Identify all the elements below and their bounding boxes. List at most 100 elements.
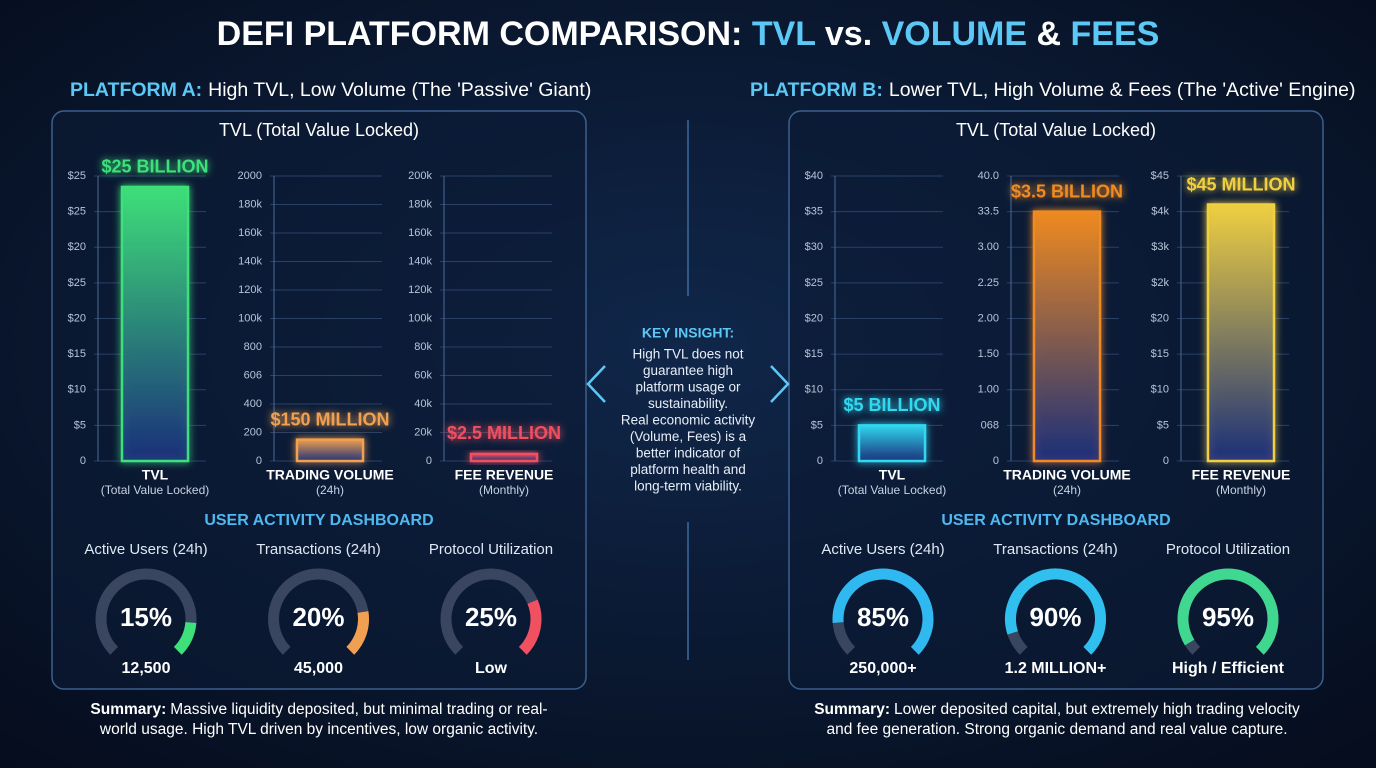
bar-sub: (Total Value Locked) xyxy=(101,483,210,497)
y-tick-label: $25 xyxy=(68,170,86,182)
summary-text: Lower deposited capital, but extremely h… xyxy=(894,701,1300,718)
insight-line: platform usage or xyxy=(635,380,741,395)
bar-name: FEE REVENUE xyxy=(455,467,554,483)
chevron-left xyxy=(586,365,606,403)
bar xyxy=(1206,203,1276,463)
gauge-value: 95% xyxy=(1202,602,1254,632)
y-tick-label: $10 xyxy=(1151,384,1169,396)
gauge-value: 90% xyxy=(1029,602,1081,632)
y-tick-label: 0 xyxy=(80,455,86,467)
y-tick-label: 180k xyxy=(238,198,262,210)
insight-line: (Volume, Fees) is a xyxy=(630,429,747,444)
y-tick-label: $25 xyxy=(805,277,823,289)
y-tick-label: 60k xyxy=(414,369,432,381)
y-tick-label: $2k xyxy=(1151,277,1169,289)
gauge-arc xyxy=(832,568,934,655)
y-tick-label: $10 xyxy=(68,384,86,396)
y-tick-label: 80k xyxy=(414,341,432,353)
gauge-caption: Low xyxy=(475,660,508,677)
summary-label: Summary: xyxy=(90,701,166,718)
y-tick-label: 200 xyxy=(244,426,262,438)
summary: Summary: Massive liquidity deposited, but… xyxy=(90,701,547,718)
bar-value-label: $25 BILLION xyxy=(101,157,208,177)
summary: and fee generation. Strong organic deman… xyxy=(826,721,1287,738)
bar xyxy=(120,185,190,463)
insight-line: platform health and xyxy=(630,462,746,477)
bar-name: TRADING VOLUME xyxy=(1003,467,1131,483)
dashboard-title: USER ACTIVITY DASHBOARD xyxy=(204,512,433,529)
y-tick-label: $40 xyxy=(805,170,823,182)
insight-line: sustainability. xyxy=(648,396,728,411)
y-tick-label: 20k xyxy=(414,426,432,438)
gauge-value: 15% xyxy=(120,602,172,632)
title-part: FEES xyxy=(1071,15,1160,53)
gauge-caption: 45,000 xyxy=(294,660,343,677)
bar-sub: (24h) xyxy=(1053,483,1081,497)
gauge-label: Active Users (24h) xyxy=(84,541,207,558)
insight-line: long-term viability. xyxy=(634,479,742,494)
bar-name: FEE REVENUE xyxy=(1192,467,1291,483)
title-part: & xyxy=(1027,15,1070,53)
y-tick-label: 400 xyxy=(244,398,262,410)
y-tick-label: $20 xyxy=(1151,312,1169,324)
title-part: DEFI PLATFORM COMPARISON: xyxy=(217,15,752,53)
y-tick-label: 160k xyxy=(238,227,262,239)
gauge-label: Protocol Utilization xyxy=(429,541,553,558)
y-tick-label: 1.00 xyxy=(978,384,999,396)
y-tick-label: 800 xyxy=(244,341,262,353)
summary-label: Summary: xyxy=(814,701,890,718)
y-tick-label: 606 xyxy=(244,369,262,381)
y-tick-label: 140k xyxy=(238,255,262,267)
gauge-caption: 12,500 xyxy=(122,660,171,677)
gauge-caption: High / Efficient xyxy=(1172,660,1285,677)
y-tick-label: 180k xyxy=(408,198,432,210)
bar xyxy=(1032,210,1102,463)
y-tick-label: $30 xyxy=(805,241,823,253)
gauge-caption: 1.2 MILLION+ xyxy=(1005,660,1107,677)
summary: Summary: Lower deposited capital, but ext… xyxy=(814,701,1300,718)
y-tick-label: $3k xyxy=(1151,241,1169,253)
summary: world usage. High TVL driven by incentiv… xyxy=(99,721,538,738)
y-tick-label: $20 xyxy=(68,241,86,253)
y-tick-label: $5 xyxy=(1157,419,1169,431)
title-part: TVL xyxy=(752,15,816,53)
gauge-caption: 250,000+ xyxy=(849,660,916,677)
y-tick-label: $10 xyxy=(805,384,823,396)
y-tick-label: $15 xyxy=(1151,348,1169,360)
platform-label: PLATFORM B: xyxy=(750,79,883,101)
y-tick-label: 40k xyxy=(414,398,432,410)
bar-name: TVL xyxy=(879,467,906,483)
bar xyxy=(295,438,365,463)
y-tick-label: 2.25 xyxy=(978,277,999,289)
y-tick-label: 0 xyxy=(1163,455,1169,467)
y-tick-label: 0 xyxy=(256,455,262,467)
y-tick-label: 140k xyxy=(408,255,432,267)
y-tick-label: 2.00 xyxy=(978,312,999,324)
gauge-label: Transactions (24h) xyxy=(256,541,381,558)
gauge-value: 85% xyxy=(857,602,909,632)
y-tick-label: 0 xyxy=(993,455,999,467)
bar-name: TVL xyxy=(142,467,169,483)
gauge-value: 20% xyxy=(292,602,344,632)
y-tick-label: 200k xyxy=(408,170,432,182)
insight-line: guarantee high xyxy=(643,363,733,378)
platform-heading-text: Lower TVL, High Volume & Fees (The 'Acti… xyxy=(889,79,1356,101)
dashboard-title: USER ACTIVITY DASHBOARD xyxy=(941,512,1170,529)
y-tick-label: $20 xyxy=(805,312,823,324)
y-tick-label: 068 xyxy=(981,419,999,431)
bar-value-label: $5 BILLION xyxy=(843,395,940,415)
bar-value-label: $45 MILLION xyxy=(1186,174,1295,194)
platform-label: PLATFORM A: xyxy=(70,79,202,101)
platform-heading: PLATFORM B: Lower TVL, High Volume & Fees… xyxy=(750,79,1356,101)
y-tick-label: $15 xyxy=(805,348,823,360)
insight-line: better indicator of xyxy=(636,446,741,461)
y-tick-label: 3.00 xyxy=(978,241,999,253)
y-tick-label: 33.5 xyxy=(978,206,999,218)
y-tick-label: 100k xyxy=(238,312,262,324)
chart-title: TVL (Total Value Locked) xyxy=(219,120,419,140)
gauge-arc xyxy=(1005,568,1106,655)
y-tick-label: $5 xyxy=(74,419,86,431)
gauge-label: Transactions (24h) xyxy=(993,541,1118,558)
